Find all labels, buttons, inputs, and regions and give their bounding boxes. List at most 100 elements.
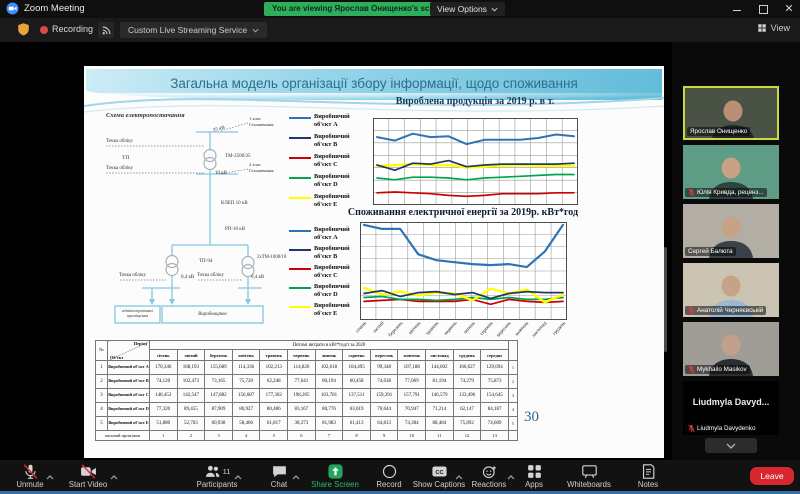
legend-label: Виробничий об'єкт Е xyxy=(314,193,350,208)
chart-canvas xyxy=(373,118,578,205)
toolbar-reactions-button[interactable]: Reactions xyxy=(462,462,516,489)
toolbar-unmute-button[interactable]: Unmute xyxy=(4,462,56,489)
table-cell: 71,214 xyxy=(425,402,454,417)
chevron-up-icon[interactable] xyxy=(110,467,118,485)
object-name-cell: Виробничий об'єкт А xyxy=(107,360,150,375)
toolbar-start-video-button[interactable]: Start Video xyxy=(56,462,120,489)
record-icon xyxy=(382,464,396,478)
table-cell: 51,880 xyxy=(149,416,178,431)
legend-line-swatch xyxy=(289,287,311,289)
table-cell: 52,703 xyxy=(176,416,206,431)
legend-line-swatch xyxy=(289,137,311,139)
legend-label: Виробничий об'єкт Е xyxy=(314,302,350,317)
toolbar-record-button[interactable]: Record xyxy=(366,462,412,489)
chevron-up-icon[interactable] xyxy=(292,467,300,485)
chat-icon xyxy=(272,465,286,477)
table-cell: 2 xyxy=(95,374,108,389)
close-button[interactable]: ✕ xyxy=(784,3,794,15)
legend-item: Виробничий об'єкт В xyxy=(289,133,373,153)
label-admin-building: адміністративні приміщення xyxy=(122,308,153,319)
label-klep: КЛЕП 10 кВ xyxy=(221,201,248,206)
table-cell: 74,638 xyxy=(369,374,399,389)
participant-tile[interactable]: Liudmyla Davyd... Liudmyla Davydenko xyxy=(683,381,779,435)
toolbar-notes-button[interactable]: Notes xyxy=(628,462,668,489)
participant-name: Mykhailo Masikov xyxy=(685,365,750,374)
table-cell: 5 xyxy=(95,416,108,431)
toolbar-label: Record xyxy=(376,480,402,489)
table-cell: 60,938 xyxy=(204,416,233,431)
table-cell: 11 xyxy=(425,430,454,441)
slide-page-number: 30 xyxy=(524,409,539,425)
toolbar-label: Participants xyxy=(196,480,238,489)
table-cell: 170,346 xyxy=(149,360,178,375)
toolbar-captions-button[interactable]: CC Show Captions xyxy=(408,462,470,489)
table-row: 4 Виробничий об'єкт D 77,320 89,455 87,909 86… xyxy=(95,402,518,417)
table-cell: 163,781 xyxy=(314,388,344,403)
table-row: 2 Виробничий об'єкт В 74,120 102,473 73,165 7… xyxy=(95,374,518,389)
consumption-table-wrap: № Період Об'єкт Питомі витрати в кВт*год/т … xyxy=(95,340,518,441)
streaming-service-button[interactable]: Custom Live Streaming Service xyxy=(120,22,268,38)
table-cell: 166,627 xyxy=(452,360,482,375)
participant-tile[interactable]: Анатолій Черняєвській xyxy=(683,263,779,317)
minimize-button[interactable] xyxy=(732,4,742,14)
maximize-button[interactable] xyxy=(758,4,768,14)
table-cell: 177,302 xyxy=(259,388,289,403)
unmute-icon xyxy=(23,463,37,479)
security-shield-icon[interactable] xyxy=(16,22,31,37)
month-header: листопад xyxy=(425,349,454,361)
muted-mic-icon xyxy=(688,188,695,197)
chart2-title: Споживання електричної енергії за 2019р.… xyxy=(347,207,579,218)
table-cell: 62,147 xyxy=(452,402,482,417)
month-header: червень xyxy=(287,349,316,361)
legend-line-swatch xyxy=(289,177,311,179)
toolbar-participants-button[interactable]: 11 Participants xyxy=(186,462,248,489)
table-cell: 107,188 xyxy=(397,360,427,375)
chevron-up-icon[interactable] xyxy=(455,467,463,485)
view-options-button[interactable]: View Options xyxy=(430,2,505,16)
object-name-cell: Виробничий об'єкт D xyxy=(107,402,150,417)
table-cell: 1 xyxy=(95,360,108,375)
table-cell: 77,320 xyxy=(149,402,178,417)
chevron-down-icon xyxy=(726,443,736,449)
table-cell: 157,791 xyxy=(397,388,427,403)
view-mode-button[interactable]: View xyxy=(757,23,790,33)
month-header: вересень xyxy=(369,349,399,361)
share-scrollbar[interactable] xyxy=(664,247,667,352)
chevron-up-icon[interactable] xyxy=(234,467,242,485)
month-header: квітень xyxy=(231,349,261,361)
table-cell: 70,644 xyxy=(369,402,399,417)
table-cell: 38,373 xyxy=(287,416,316,431)
participant-tile[interactable]: Сергей Балюта xyxy=(683,204,779,258)
participant-tile[interactable]: Юлія Кривда, реценз... xyxy=(683,145,779,199)
toolbar-chat-button[interactable]: Chat xyxy=(258,462,300,489)
legend-line-swatch xyxy=(289,249,311,251)
table-cell: 4 xyxy=(231,430,261,441)
x-axis-label: березень xyxy=(387,321,404,339)
table-cell: 102,618 xyxy=(314,360,344,375)
participant-tile[interactable]: Mykhailo Masikov xyxy=(683,322,779,376)
label-10kv: 10 кВ xyxy=(215,171,228,176)
chevron-up-icon[interactable] xyxy=(507,467,515,485)
toolbar-apps-button[interactable]: Apps xyxy=(514,462,554,489)
chevron-up-icon[interactable] xyxy=(46,467,54,485)
legend-label: Виробничий об'єкт D xyxy=(314,173,350,188)
participant-tile[interactable]: Ярослав Онищенко xyxy=(683,86,779,140)
table-cell: 13 xyxy=(480,430,509,441)
more-participants-button[interactable] xyxy=(705,438,757,453)
chevron-down-icon xyxy=(491,7,498,12)
toolbar-whiteboards-button[interactable]: Whiteboards xyxy=(556,462,622,489)
object-name-cell: Виробничий об'єкт В xyxy=(107,374,150,389)
table-cell: 10 xyxy=(397,430,427,441)
table-cell: 156,687 xyxy=(231,388,261,403)
table-cell: 5 xyxy=(259,430,289,441)
toolbar-share-screen-button[interactable]: Share Screen xyxy=(304,462,366,489)
legend-label: Виробничий об'єкт С xyxy=(314,153,350,168)
participant-name: Liudmyla Davydenko xyxy=(685,424,759,433)
series-line xyxy=(376,173,575,181)
legend-item: Виробничий об'єкт С xyxy=(289,153,373,173)
x-axis-label: липень xyxy=(462,321,477,336)
recording-dot-icon xyxy=(40,26,48,34)
leave-button[interactable]: Leave xyxy=(750,467,794,485)
x-axis-label: травень xyxy=(425,321,441,337)
series-line xyxy=(363,295,564,302)
